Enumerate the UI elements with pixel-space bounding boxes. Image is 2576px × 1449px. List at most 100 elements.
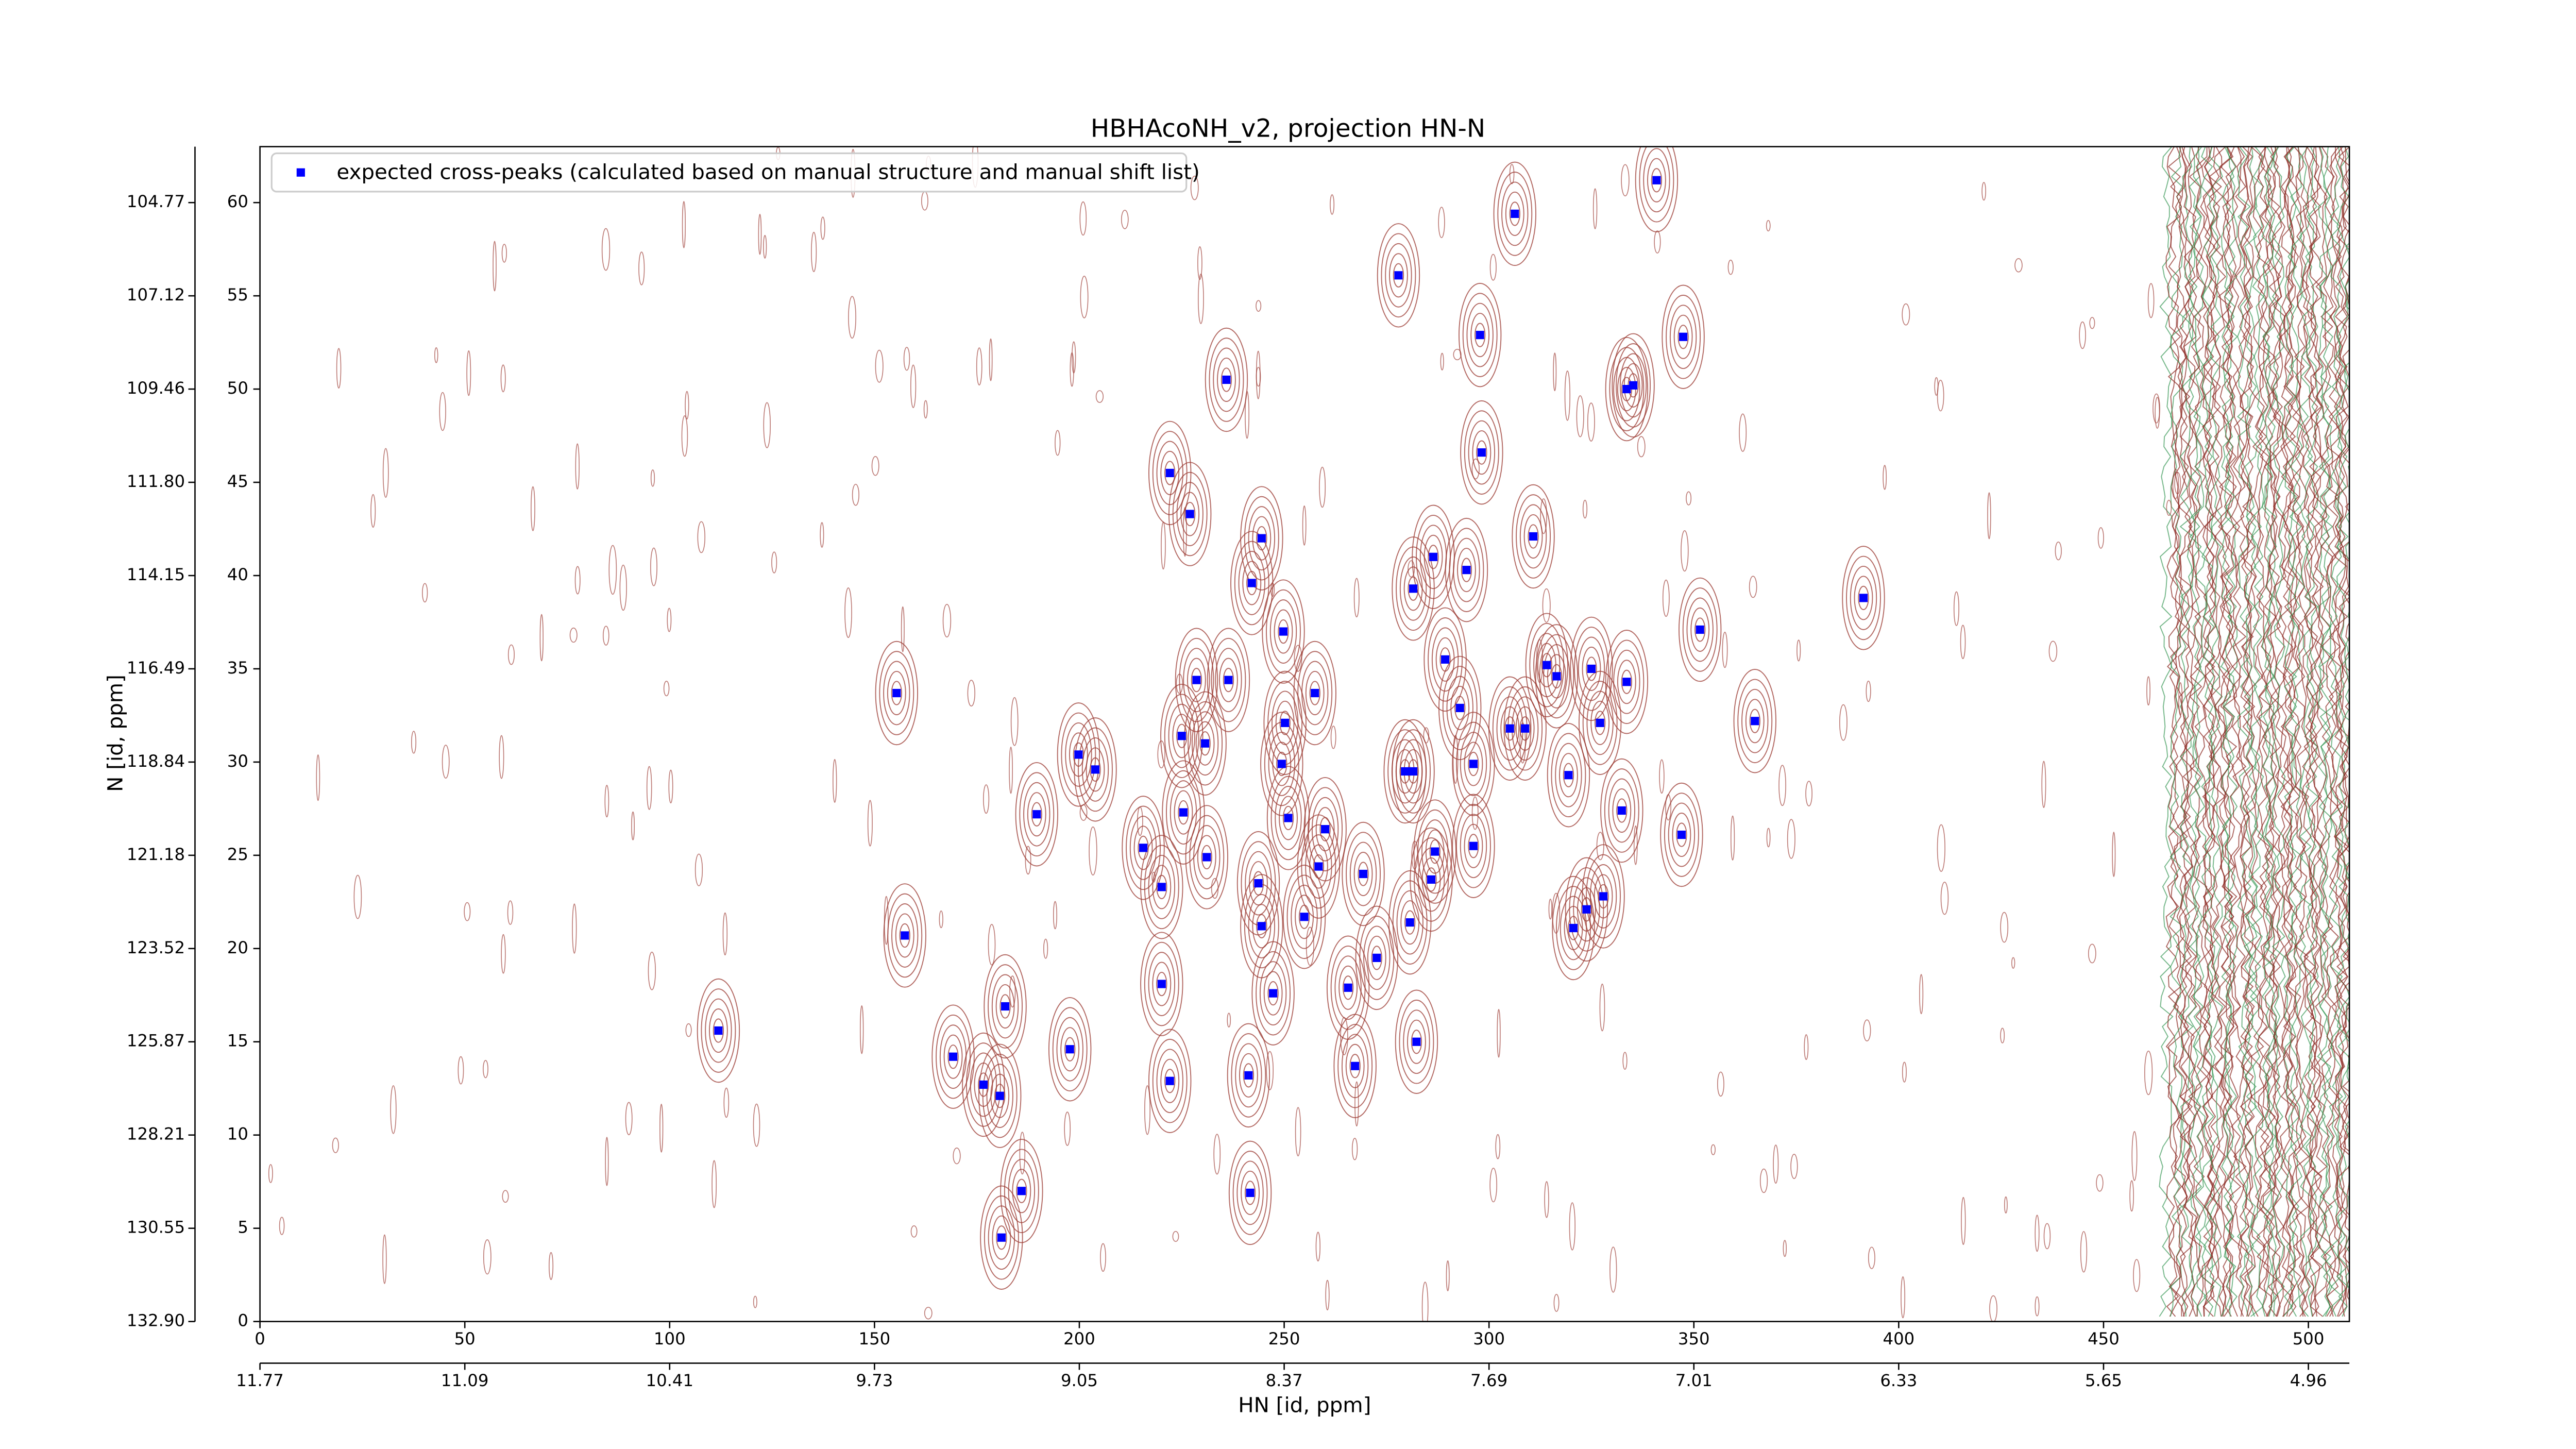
contour-peak	[1600, 758, 1643, 863]
contour-peak	[1164, 461, 1176, 485]
contour-noise	[638, 251, 645, 285]
contour-peak	[1184, 501, 1196, 527]
contour-peak	[1547, 722, 1590, 828]
x2-tick-label: 7.69	[1470, 1371, 1507, 1390]
contour-noise	[390, 1085, 397, 1134]
contour-noise	[1256, 350, 1261, 399]
contour-noise	[988, 923, 996, 966]
cross-peak	[1476, 331, 1484, 340]
contour-peak	[947, 1044, 959, 1069]
contour-peak	[1295, 895, 1314, 939]
contour-peak	[1133, 825, 1153, 870]
contour-peak	[1256, 914, 1267, 938]
contour-peak	[1392, 719, 1435, 824]
contour-peak	[1568, 916, 1579, 940]
cross-peak	[1244, 1071, 1253, 1080]
cross-peak	[1269, 989, 1278, 998]
cross-peak	[1157, 883, 1166, 891]
contour-peak	[1267, 981, 1279, 1006]
contour-noise	[2089, 317, 2095, 329]
contour-peak	[1586, 656, 1597, 681]
contour-peak	[1468, 420, 1496, 485]
contour-peak	[1429, 839, 1440, 864]
contour-peak	[1282, 805, 1294, 831]
contour-peak	[984, 954, 1027, 1059]
contour-peak	[1396, 890, 1423, 955]
contour-peak	[1559, 753, 1578, 798]
contour-peak	[1358, 862, 1369, 886]
contour-noise	[659, 1104, 664, 1153]
contour-noise	[1227, 1013, 1231, 1027]
contour-noise	[574, 566, 581, 595]
contour-noise	[353, 874, 362, 919]
contour-noise	[901, 606, 905, 652]
contour-noise	[2250, 146, 2265, 1317]
contour-peak	[1065, 722, 1092, 787]
cross-peak	[1279, 627, 1288, 636]
contour-peak	[1662, 284, 1705, 389]
contour-peak	[988, 1205, 1015, 1270]
contour-noise	[2112, 832, 2116, 877]
contour-noise	[1053, 901, 1058, 930]
cross-peak	[1017, 1187, 1026, 1195]
contour-peak	[1228, 1140, 1272, 1245]
contour-peak	[1410, 827, 1453, 932]
contour-noise	[434, 347, 438, 363]
contour-peak	[1176, 723, 1188, 748]
contour-noise	[1489, 1168, 1498, 1203]
contour-peak	[883, 883, 926, 988]
contour-noise	[2313, 146, 2328, 1317]
contour-peak	[1179, 637, 1214, 722]
contour-peak	[1529, 622, 1565, 707]
contour-noise	[464, 902, 471, 921]
contour-peak	[1466, 302, 1494, 367]
cross-peak	[1677, 830, 1686, 839]
y2-tick-label: 116.49	[127, 658, 185, 678]
contour-noise	[279, 1217, 285, 1235]
contour-noise	[1686, 491, 1692, 506]
contour-peak	[1461, 558, 1472, 582]
contour-peak	[1148, 952, 1176, 1016]
x-tick-label: 350	[1678, 1329, 1710, 1349]
contour-peak	[1682, 587, 1718, 672]
contour-peak	[1156, 874, 1167, 899]
contour-noise	[983, 784, 990, 814]
contour-peak	[1000, 1139, 1043, 1243]
contour-noise	[1121, 210, 1129, 229]
contour-peak	[1686, 597, 1714, 662]
contour-noise	[572, 903, 577, 954]
cross-peak	[1696, 625, 1704, 634]
contour-noise	[852, 483, 860, 506]
contour-noise	[1025, 846, 1031, 875]
contour-peak	[1565, 857, 1608, 962]
x-tick-label: 0	[255, 1329, 265, 1349]
contour-noise	[382, 1234, 387, 1284]
cross-peak	[1321, 825, 1330, 834]
cross-peak	[1469, 760, 1478, 768]
y-tick-label: 15	[227, 1031, 248, 1051]
contour-noise	[2043, 1223, 2051, 1250]
contour-peak	[1004, 1149, 1039, 1234]
contour-peak	[1140, 835, 1183, 939]
contour-noise	[2147, 283, 2155, 318]
cross-peak	[1314, 862, 1323, 871]
x-tick-label: 150	[859, 1329, 891, 1349]
x2-tick-label: 4.96	[2290, 1371, 2327, 1390]
contour-noise	[1100, 1243, 1106, 1272]
contour-peak	[1525, 613, 1569, 717]
contour-noise	[1548, 898, 1552, 920]
contour-noise	[2166, 499, 2172, 516]
contour-peak	[1635, 146, 1679, 232]
contour-peak	[1442, 666, 1478, 750]
x2-tick-label: 9.73	[856, 1371, 893, 1390]
contour-peak	[1408, 576, 1419, 601]
cross-peak	[1311, 688, 1319, 698]
contour-peak	[1690, 607, 1710, 652]
contour-peak	[1291, 884, 1318, 949]
y2-tick-label: 125.87	[127, 1031, 185, 1051]
contour-peak	[1219, 658, 1238, 702]
contour-noise	[848, 296, 856, 339]
contour-peak	[1556, 886, 1591, 970]
cross-peak	[1511, 209, 1519, 218]
contour-peak	[1060, 1027, 1080, 1072]
